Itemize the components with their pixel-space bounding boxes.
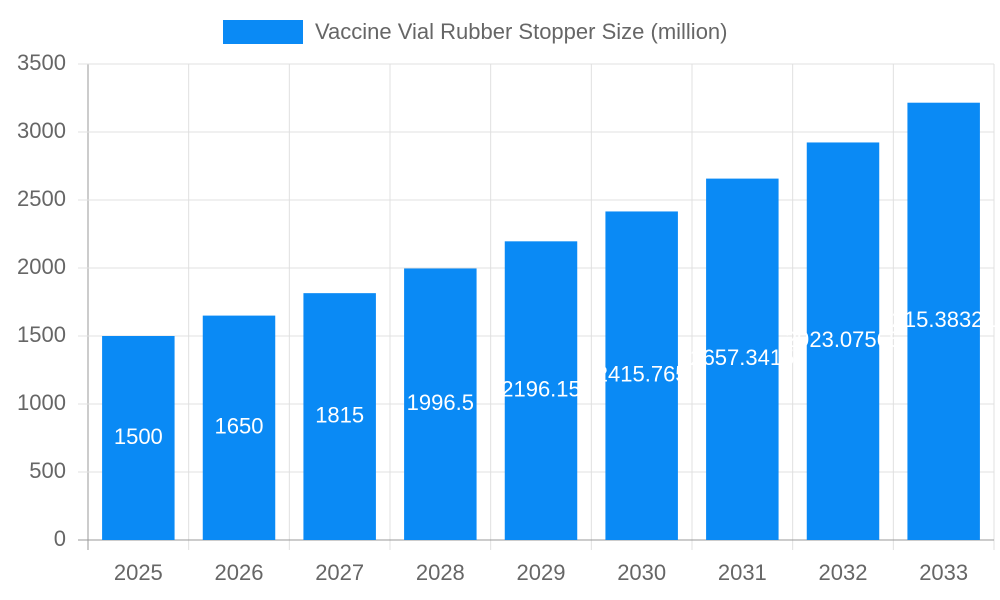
bar <box>706 178 779 540</box>
bar <box>504 241 578 540</box>
x-tick-label: 2026 <box>215 560 264 585</box>
y-tick-label: 500 <box>29 458 66 483</box>
x-tick-label: 2032 <box>819 560 868 585</box>
value-label: 2196.15 <box>501 376 581 401</box>
bar <box>806 142 880 540</box>
bar <box>907 102 980 540</box>
x-tick-label: 2029 <box>517 560 566 585</box>
bar <box>303 293 376 540</box>
value-label: 2923.07565 <box>785 327 901 352</box>
y-tick-label: 1000 <box>17 390 66 415</box>
legend-swatch <box>223 20 303 44</box>
x-tick-label: 2027 <box>315 560 364 585</box>
value-label: 1650 <box>215 414 264 439</box>
x-tick-label: 2031 <box>718 560 767 585</box>
value-label: 3215.383215 <box>879 307 1000 332</box>
x-tick-label: 2028 <box>416 560 465 585</box>
y-tick-label: 0 <box>54 526 66 551</box>
value-label: 1815 <box>315 402 364 427</box>
bar <box>202 315 276 540</box>
bar <box>404 268 477 540</box>
x-tick-label: 2030 <box>617 560 666 585</box>
value-label: 1500 <box>114 424 163 449</box>
bar <box>102 336 175 540</box>
y-tick-label: 1500 <box>17 322 66 347</box>
x-tick-label: 2033 <box>919 560 968 585</box>
value-label: 1996.5 <box>407 390 474 415</box>
y-tick-label: 3500 <box>17 50 66 75</box>
bar <box>605 211 678 540</box>
x-tick-label: 2025 <box>114 560 163 585</box>
y-tick-label: 3000 <box>17 118 66 143</box>
y-tick-label: 2000 <box>17 254 66 279</box>
value-label: 2415.765 <box>596 362 688 387</box>
value-label: 2657.3415 <box>690 345 794 370</box>
y-tick-label: 2500 <box>17 186 66 211</box>
legend-label: Vaccine Vial Rubber Stopper Size (millio… <box>315 19 728 44</box>
